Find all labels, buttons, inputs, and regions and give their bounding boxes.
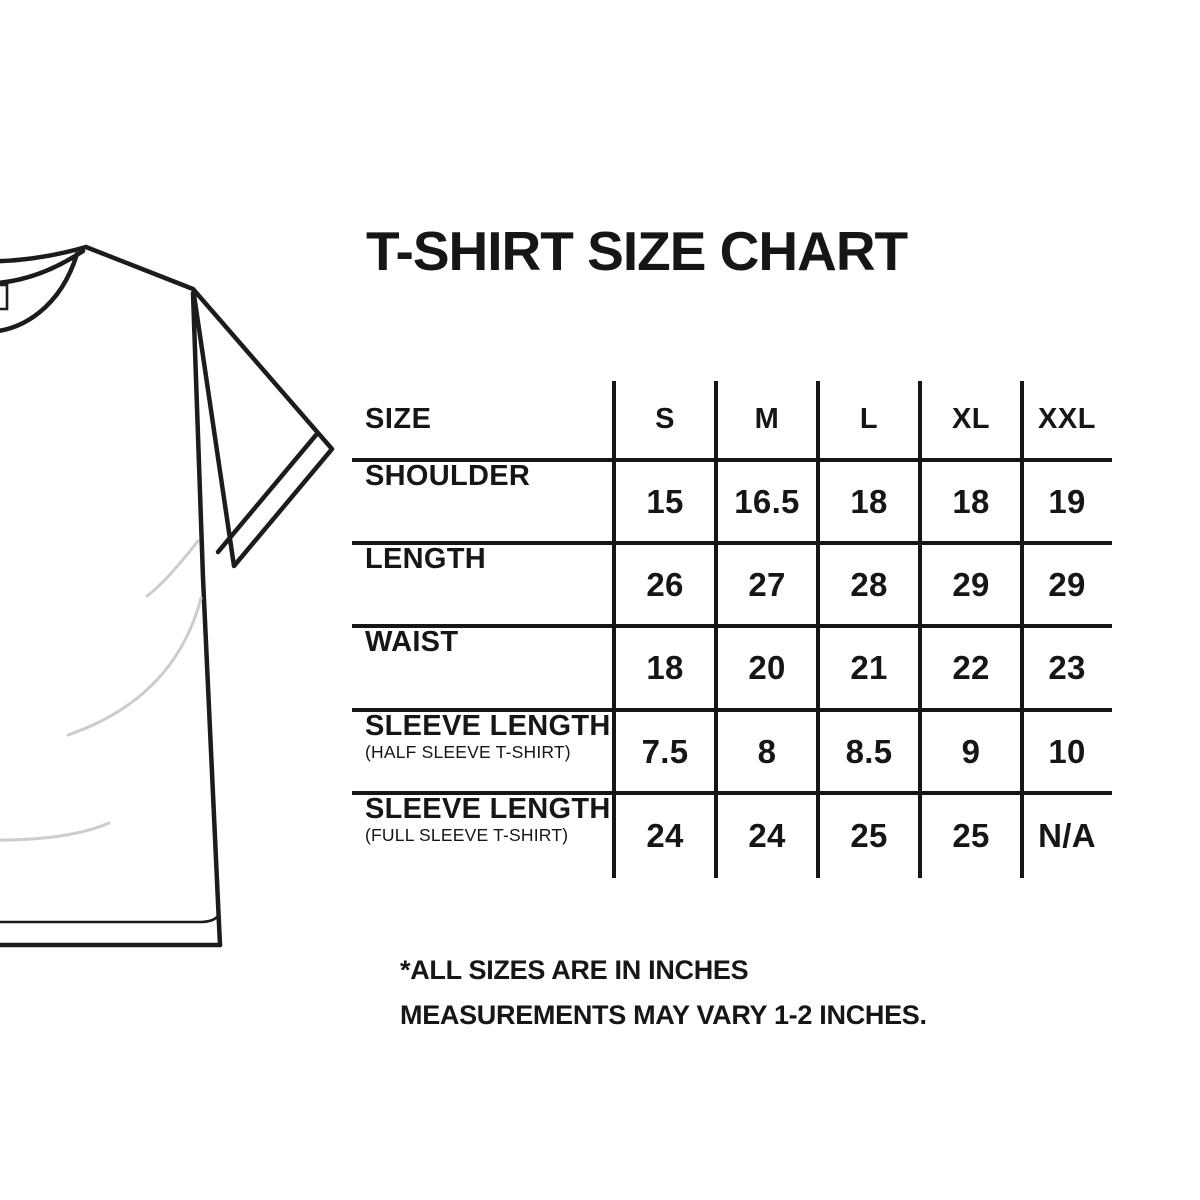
table-cell: 23 [1048,649,1086,686]
table-cell: 10 [1048,732,1086,770]
table-cell: 29 [1048,565,1086,603]
table-cell: 25 [850,816,888,854]
tshirt-hem-stitch [0,914,220,924]
column-header-xxl: XXL [1038,402,1096,435]
footnote-line-1: *ALL SIZES ARE IN INCHES [400,955,749,985]
table-rule-vertical [816,381,820,878]
tshirt-illustration [0,244,335,948]
row-label-text: LENGTH [365,543,487,575]
table-cell: 15 [646,482,684,520]
table-cell: 26 [646,565,684,603]
table-cell: 20 [748,649,786,686]
table-rule-vertical [1020,381,1024,878]
column-header-m: M [754,402,780,435]
table-rule-vertical [714,381,718,878]
table-cell: 8 [757,732,777,770]
row-label-sleeve-half: SLEEVE LENGTH (HALF SLEEVE T-SHIRT) [352,710,614,793]
tshirt-collar-back [0,244,89,264]
table-cell: 19 [1048,482,1086,520]
table-rule-vertical [918,381,922,878]
table-rule-horizontal [352,708,1112,712]
table-rule-horizontal [352,624,1112,628]
tshirt-right-sleeve-outline [83,244,335,569]
table-cell: 21 [850,649,888,686]
table-cell: 9 [961,732,981,770]
tshirt-fold-line [0,821,111,842]
row-label-text: SHOULDER [365,460,531,492]
row-label-length: LENGTH [352,543,614,626]
size-table-grid: SIZE S M L XL XXL SHOULDER 15 16.5 18 18… [352,378,1112,878]
row-label-shoulder: SHOULDER [352,460,614,543]
table-cell: 7.5 [641,732,689,770]
row-sublabel-text: (HALF SLEEVE T-SHIRT) [365,742,571,762]
row-label-sleeve-full: SLEEVE LENGTH (FULL SLEEVE T-SHIRT) [352,793,614,878]
table-rule-horizontal [352,541,1112,545]
tshirt-fold-line [66,596,203,737]
table-cell: 18 [952,482,990,520]
table-cell: 28 [850,565,888,603]
table-corner-label: SIZE [365,402,432,435]
footnote: *ALL SIZES ARE IN INCHES MEASUREMENTS MA… [400,948,927,1038]
tshirt-collar-front [0,251,80,333]
table-cell: 16.5 [734,482,800,520]
row-label-text: WAIST [365,626,459,658]
row-label-text: SLEEVE LENGTH [365,793,611,825]
table-cell: 18 [646,649,684,686]
table-cell: 22 [952,649,990,686]
table-cell: 27 [748,565,786,603]
table-cell: N/A [1038,816,1096,854]
table-cell: 8.5 [845,732,893,770]
column-header-s: S [655,402,675,435]
table-cell: 24 [646,816,684,854]
row-label-waist: WAIST [352,626,614,710]
table-cell: 25 [952,816,990,854]
tshirt-neck-tag [0,283,9,311]
size-table: SIZE S M L XL XXL SHOULDER 15 16.5 18 18… [352,378,1112,878]
table-cell: 29 [952,565,990,603]
column-header-l: L [859,402,879,435]
table-rule-vertical [612,381,616,878]
table-cell: 18 [850,482,888,520]
tshirt-right-cuff-line [215,432,319,555]
tshirt-right-side-seam [190,290,223,948]
table-cell: 24 [748,816,786,854]
row-label-text: SLEEVE LENGTH [365,710,611,742]
table-rule-horizontal [352,458,1112,462]
tshirt-fold-line [145,539,200,598]
column-header-xl: XL [951,402,991,435]
tshirt-collar-band [0,248,86,285]
footnote-line-2: MEASUREMENTS MAY VARY 1-2 INCHES. [400,1000,927,1030]
row-sublabel-text: (FULL SLEEVE T-SHIRT) [365,825,569,845]
table-rule-horizontal [352,791,1112,795]
page-title: T-SHIRT SIZE CHART [366,220,908,282]
